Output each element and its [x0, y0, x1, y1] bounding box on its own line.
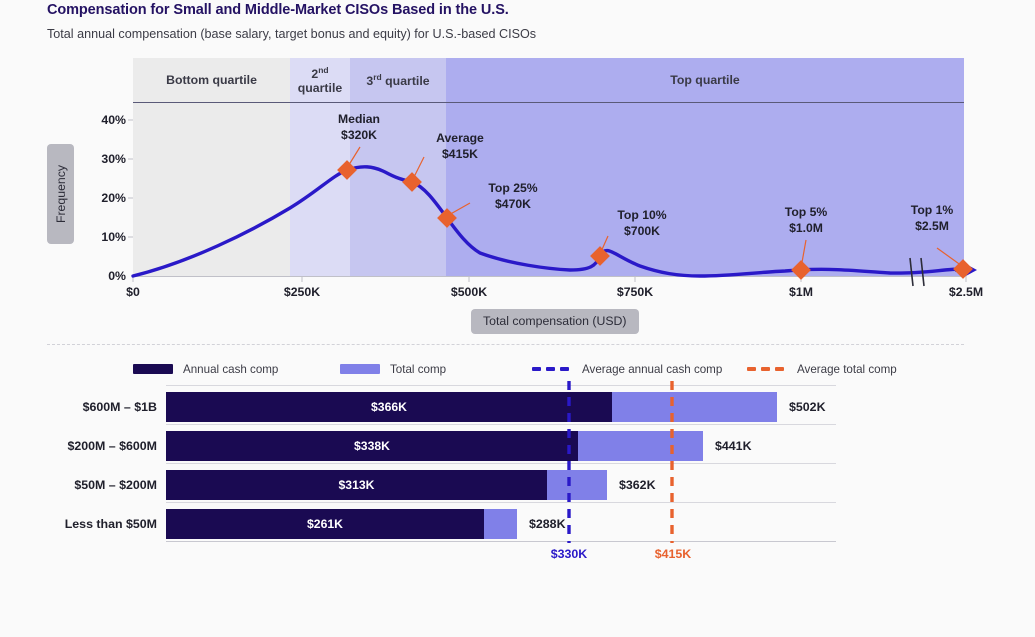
band-label-2nd-word: quartile	[297, 81, 343, 96]
annotation-top25: Top 25% $470K	[488, 180, 537, 213]
legend-label-average-total-comp: Average total comp	[797, 362, 897, 376]
row-rule	[166, 385, 836, 386]
bar-cash-label-200m-600m: $338K	[354, 439, 390, 453]
table-row: $600M – $1B $366K $502K	[0, 385, 1035, 429]
legend-item-annual-cash-comp: Annual cash comp	[133, 363, 340, 376]
band-header-2nd-quartile: 2nd quartile	[290, 58, 350, 103]
bar-total-label-600m-1b: $502K	[789, 400, 826, 414]
bar-row-label-200m-600m: $200M – $600M	[67, 439, 157, 453]
company-size-bar-chart: $600M – $1B $366K $502K $200M – $600M $3…	[0, 381, 1035, 565]
page-title: Compensation for Small and Middle-Market…	[47, 2, 509, 18]
x-tick-1m: $1M	[789, 285, 813, 299]
bar-cash-comp-200m-600m[interactable]: $338K	[166, 431, 578, 461]
band-header-bottom-quartile: Bottom quartile	[133, 58, 290, 103]
legend-swatch-annual-cash-comp	[133, 364, 173, 374]
annotation-top1-name: Top 1%	[910, 203, 954, 217]
annotation-top5-name: Top 5%	[784, 205, 828, 219]
band-label-3rd-word: quartile	[381, 73, 430, 88]
annotation-average-value: $415K	[442, 147, 478, 162]
annotation-average-name: Average	[436, 131, 484, 145]
legend: Annual cash comp Total comp Average annu…	[133, 360, 897, 378]
annotation-top25-name: Top 25%	[488, 181, 538, 195]
x-tick-750k: $750K	[616, 285, 654, 299]
band-divider-rule	[133, 102, 964, 103]
row-rule	[166, 502, 836, 503]
row-rule	[166, 463, 836, 464]
legend-label-total-comp: Total comp	[390, 362, 447, 376]
band-body-3rd-quartile	[350, 103, 446, 276]
annotation-top10-value: $700K	[624, 224, 660, 239]
annotation-average: Average $415K	[436, 130, 484, 163]
legend-swatch-total-comp	[340, 364, 380, 374]
legend-item-total-comp: Total comp	[340, 363, 532, 376]
bar-cash-comp-less-than-50m[interactable]: $261K	[166, 509, 484, 539]
bar-cash-comp-50m-200m[interactable]: $313K	[166, 470, 547, 500]
avg-annual-cash-comp-label: $330K	[550, 547, 588, 561]
x-axis-title: Total compensation (USD)	[483, 314, 627, 328]
bar-total-label-200m-600m: $441K	[715, 439, 752, 453]
bar-row-label-600m-1b: $600M – $1B	[82, 400, 157, 414]
row-rule	[166, 424, 836, 425]
legend-item-average-annual-cash-comp: Average annual cash comp	[532, 363, 747, 376]
avg-total-comp-label: $415K	[654, 547, 692, 561]
legend-swatch-average-total-comp	[747, 364, 787, 374]
annotation-top10: Top 10% $700K	[617, 207, 666, 240]
band-label-top-quartile: Top quartile	[670, 73, 740, 88]
x-tick-250k: $250K	[283, 285, 321, 299]
annotation-top5: Top 5% $1.0M	[785, 204, 827, 237]
y-tick-20: 20%	[101, 191, 126, 205]
band-header-top-quartile: Top quartile	[446, 58, 964, 103]
annotation-median: Median $320K	[338, 111, 380, 144]
annotation-top1: Top 1% $2.5M	[911, 202, 953, 235]
x-tick-500k: $500K	[450, 285, 488, 299]
bar-cash-comp-600m-1b[interactable]: $366K	[166, 392, 612, 422]
bar-cash-label-less-than-50m: $261K	[307, 517, 343, 531]
bar-chart-baseline	[166, 541, 836, 542]
y-tick-0: 0%	[108, 269, 126, 283]
annotation-median-value: $320K	[341, 128, 377, 143]
y-tick-30: 30%	[101, 152, 126, 166]
reference-lines-svg	[567, 381, 674, 543]
annotation-median-name: Median	[338, 112, 380, 126]
bar-cash-label-600m-1b: $366K	[371, 400, 407, 414]
x-axis-title-box: Total compensation (USD)	[471, 309, 639, 334]
band-label-bottom-quartile: Bottom quartile	[166, 73, 257, 88]
section-divider	[47, 344, 964, 345]
y-tick-40: 40%	[101, 113, 126, 127]
legend-label-annual-cash-comp: Annual cash comp	[183, 362, 279, 376]
bar-total-label-50m-200m: $362K	[619, 478, 656, 492]
legend-label-average-annual-cash-comp: Average annual cash comp	[582, 362, 723, 376]
annotation-top1-value: $2.5M	[915, 219, 949, 234]
bar-cash-label-50m-200m: $313K	[338, 478, 375, 492]
annotation-top25-value: $470K	[495, 197, 531, 212]
band-label-3rd-num: 3	[366, 73, 374, 88]
band-header-3rd-quartile: 3rd quartile	[350, 58, 446, 103]
table-row: $200M – $600M $338K $441K	[0, 424, 1035, 468]
annotation-top5-value: $1.0M	[789, 221, 823, 236]
x-tick-2-5m: $2.5M	[948, 285, 984, 299]
page-subtitle: Total annual compensation (base salary, …	[47, 27, 537, 41]
band-label-2nd-sup: nd	[318, 64, 329, 75]
x-tick-0: $0	[126, 285, 140, 299]
band-label-3rd-sup: rd	[373, 71, 382, 82]
bar-row-label-less-than-50m: Less than $50M	[64, 517, 157, 531]
table-row: Less than $50M $261K $288K	[0, 502, 1035, 546]
legend-item-average-total-comp: Average total comp	[747, 363, 897, 376]
band-label-2nd-num: 2	[311, 66, 319, 81]
band-body-top-quartile	[446, 103, 964, 276]
y-axis: 40% 30% 20% 10% 0%	[78, 0, 126, 345]
legend-swatch-average-annual-cash-comp	[532, 364, 572, 374]
y-axis-title-box: Frequency	[47, 144, 74, 244]
distribution-plot-svg	[128, 119, 977, 287]
y-tick-10: 10%	[101, 230, 126, 244]
bar-total-label-less-than-50m: $288K	[529, 517, 566, 531]
annotation-top10-name: Top 10%	[617, 208, 667, 222]
table-row: $50M – $200M $313K $362K	[0, 463, 1035, 507]
bar-row-label-50m-200m: $50M – $200M	[74, 478, 157, 492]
distribution-chart: Bottom quartile 2nd quartile 3rd quartil…	[47, 0, 984, 345]
